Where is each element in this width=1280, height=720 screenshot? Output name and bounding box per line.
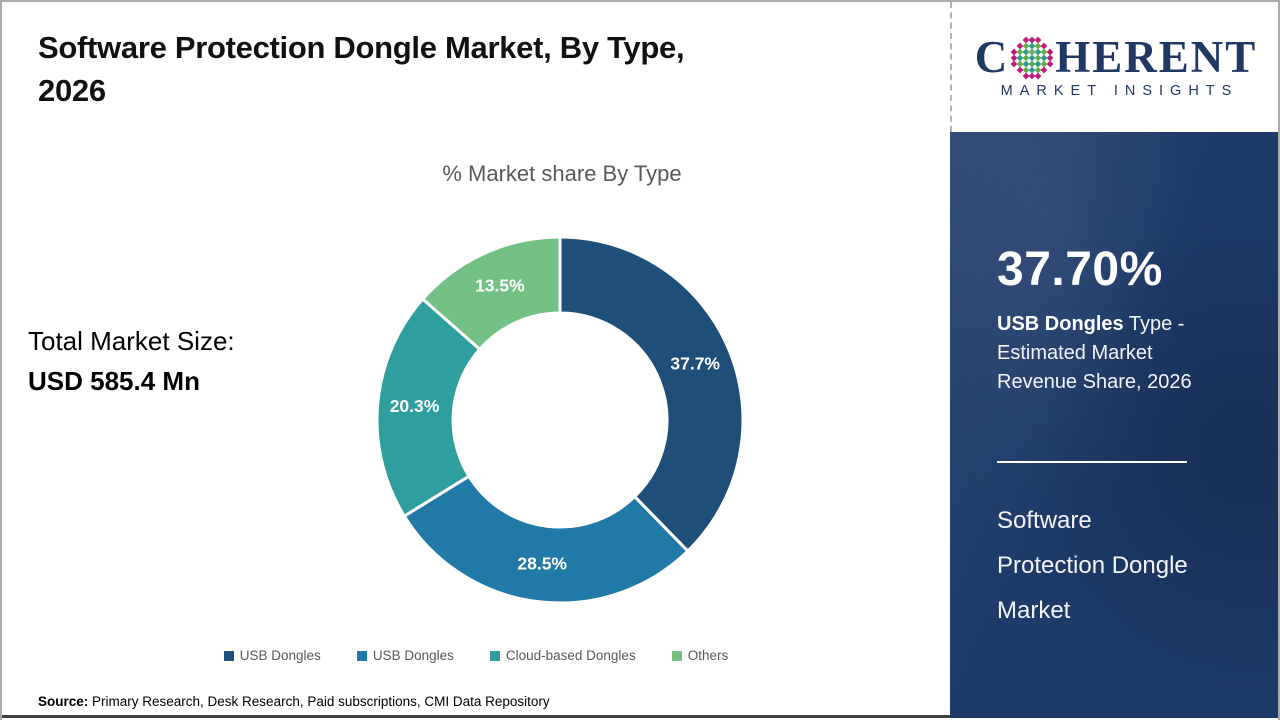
globe-dot — [1028, 66, 1036, 73]
globe-dot — [1040, 48, 1048, 55]
globe-dot — [1040, 60, 1048, 67]
slice-data-label: 37.7% — [670, 354, 720, 374]
total-market-size-value: USD 585.4 Mn — [28, 366, 200, 396]
globe-dot — [1028, 72, 1036, 79]
globe-dot — [1040, 54, 1048, 61]
globe-dot — [1034, 72, 1042, 79]
globe-dot — [1028, 60, 1036, 67]
page-title: Software Protection Dongle Market, By Ty… — [38, 30, 685, 108]
globe-dot — [1022, 42, 1030, 49]
globe-dot — [1028, 54, 1036, 61]
sidebar-stat-label: USB Dongles Type - Estimated Market Reve… — [997, 310, 1227, 397]
legend-marker — [356, 650, 367, 661]
globe-dot — [1022, 54, 1030, 61]
brand-tagline: MARKET INSIGHTS — [1000, 83, 1239, 99]
source-text: Primary Research, Desk Research, Paid su… — [88, 694, 550, 709]
brand-logo: C HERENT — [975, 35, 1258, 80]
globe-dot — [1034, 36, 1042, 43]
globe-dot — [1046, 48, 1054, 55]
globe-dot — [1016, 42, 1024, 49]
globe-dot — [1010, 54, 1018, 61]
legend-marker — [223, 650, 234, 661]
sidebar-stat-label-bold: USB Dongles — [997, 313, 1124, 335]
globe-dot — [1022, 72, 1030, 79]
legend-item: USB Dongles — [223, 648, 321, 663]
chart-legend: USB Dongles USB Dongles Cloud-based Dongle… — [2, 648, 950, 663]
legend-label: USB Dongles — [372, 648, 454, 663]
slice-data-label: 20.3% — [390, 396, 440, 416]
legend-item: Cloud-based Dongles — [489, 648, 636, 663]
sidebar-stat-label-rest: Type - Estimated Market Revenue Share, 2… — [997, 313, 1192, 393]
globe-dot — [1016, 48, 1024, 55]
donut-slice — [375, 297, 482, 518]
globe-dot — [1016, 54, 1024, 61]
donut-chart: 37.7% 28.5% 20.3% 13.5% — [375, 235, 745, 605]
main-panel: Software Protection Dongle Market, By Ty… — [2, 2, 950, 718]
globe-dot — [1034, 42, 1042, 49]
globe-dot — [1034, 54, 1042, 61]
bottom-border — [2, 715, 950, 718]
globe-dot — [1040, 42, 1048, 49]
legend-marker — [671, 650, 682, 661]
legend-item: USB Dongles — [356, 648, 454, 663]
globe-dot — [1034, 48, 1042, 55]
donut-slice — [402, 474, 690, 605]
globe-dot — [1010, 60, 1018, 67]
brand-word: HERENT — [1055, 32, 1258, 82]
slice-data-label: 28.5% — [517, 554, 567, 574]
source-note: Source: Primary Research, Desk Research,… — [38, 694, 550, 709]
source-label: Source: — [38, 694, 89, 709]
divider-line — [997, 461, 1187, 463]
slice-data-label: 13.5% — [475, 276, 525, 296]
total-market-size-label: Total Market Size: — [28, 326, 235, 356]
brand-letter-c: C — [974, 32, 1010, 82]
globe-dot — [1040, 66, 1048, 73]
globe-dot — [1028, 48, 1036, 55]
globe-dot — [1034, 66, 1042, 73]
globe-dot — [1046, 60, 1054, 67]
logo-panel: C HERENT MARKET INSIGHTS — [950, 2, 1278, 132]
globe-dot — [1028, 42, 1036, 49]
globe-icon — [1010, 36, 1054, 79]
legend-marker — [489, 650, 500, 661]
globe-dot — [1022, 48, 1030, 55]
donut-slice — [558, 235, 745, 553]
total-market-size: Total Market Size: USD 585.4 Mn — [28, 326, 235, 397]
sidebar-panel-title: Software Protection Dongle Market — [997, 507, 1188, 624]
globe-dot — [1028, 36, 1036, 43]
globe-dot — [1046, 54, 1054, 61]
globe-dot — [1010, 48, 1018, 55]
donut-slice — [421, 235, 562, 351]
legend-label: USB Dongles — [239, 648, 321, 663]
globe-dot — [1034, 60, 1042, 67]
legend-item: Others — [671, 648, 729, 663]
globe-dot — [1022, 36, 1030, 43]
sidebar: 37.70% USB Dongles Type - Estimated Mark… — [950, 132, 1278, 718]
sidebar-stat-value: 37.70% — [997, 243, 1163, 296]
globe-dot — [1022, 66, 1030, 73]
globe-dot — [1016, 66, 1024, 73]
globe-dot — [1016, 60, 1024, 67]
legend-label: Cloud-based Dongles — [505, 648, 636, 663]
legend-label: Others — [687, 648, 729, 663]
chart-title: % Market share By Type — [442, 161, 682, 186]
globe-dot — [1022, 60, 1030, 67]
